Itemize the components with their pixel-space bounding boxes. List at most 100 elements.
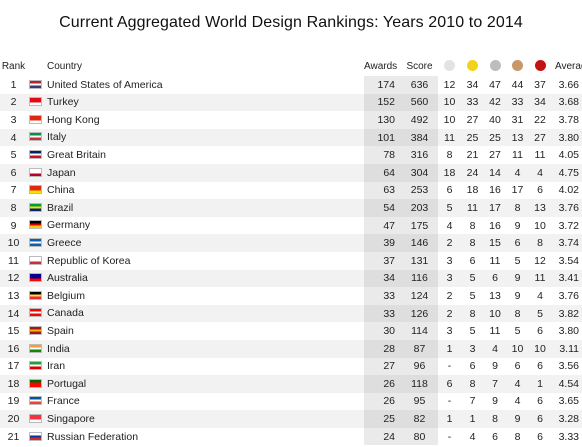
score-cell: 118	[401, 375, 438, 393]
silver-count-cell: 15	[484, 234, 506, 252]
country-flag-icon	[29, 114, 42, 124]
bronze-count-cell: 4	[506, 163, 529, 182]
awards-cell: 101	[364, 128, 401, 147]
table-row[interactable]: 19 France 26 95-7 9 4 6 3.65	[0, 392, 582, 411]
gold-header[interactable]	[461, 56, 484, 76]
country-flag-icon	[29, 167, 42, 177]
silver-header[interactable]	[484, 56, 506, 76]
awards-header[interactable]: Awards	[364, 60, 398, 72]
awards-cell: 33	[364, 304, 401, 323]
platinum-count-cell: 10	[438, 93, 461, 112]
table-row[interactable]: 16 India 28 87 1 3 4 10 10 3.11	[0, 339, 582, 358]
average-cell: 4.05	[551, 146, 582, 164]
country-flag-icon	[29, 361, 42, 371]
gold-count-cell: 3	[461, 339, 484, 358]
country-cell: Brazil	[27, 199, 364, 217]
rank-cell: 9	[0, 216, 27, 235]
average-cell: 3.72	[551, 216, 582, 235]
rank-cell: 18	[0, 375, 27, 393]
bronze-count-cell: 8	[506, 304, 529, 323]
country-cell: Hong Kong	[27, 111, 364, 129]
bronze-count-cell: 17	[506, 181, 529, 200]
platinum-count-cell: 4	[438, 216, 461, 235]
table-row[interactable]: 21 Russian Federation 24 80-4 6 8 6 3.33	[0, 427, 582, 446]
red-header[interactable]	[529, 56, 551, 76]
table-row[interactable]: 12 Australia 34 116 3 5 6 9 11 3.41	[0, 269, 582, 288]
awards-cell: 26	[364, 375, 401, 393]
country-cell: Iran	[27, 357, 364, 376]
table-row[interactable]: 2 Turkey 152 560 10 33 42 33 34 3.68	[0, 93, 582, 112]
table-row[interactable]: 10 Greece 39 146 2 8 15 6 8 3.74	[0, 234, 582, 252]
table-row[interactable]: 8 Brazil 54 203 5 11 17 8 13 3.76	[0, 199, 582, 217]
average-cell: 3.78	[551, 111, 582, 129]
bronze-count-cell: 11	[506, 146, 529, 164]
average-cell: 4.75	[551, 163, 582, 182]
average-header[interactable]: Average	[555, 60, 582, 72]
bronze-count-cell: 9	[506, 216, 529, 235]
average-cell: 3.68	[551, 93, 582, 112]
average-cell: 3.54	[551, 251, 582, 270]
table-row[interactable]: 11 Republic of Korea 37 131 3 6 11 5 12 3.54	[0, 251, 582, 270]
bronze-count-cell: 10	[506, 339, 529, 358]
rank-cell: 7	[0, 181, 27, 200]
bronze-count-cell: 4	[506, 375, 529, 393]
platinum-count-cell: -	[438, 392, 461, 411]
table-row[interactable]: 9 Germany 47 175 4 8 16 9 10 3.72	[0, 216, 582, 235]
country-name: Hong Kong	[47, 114, 100, 127]
gold-count-cell: 8	[461, 216, 484, 235]
red-count-cell: 12	[529, 251, 551, 270]
bronze-header[interactable]	[506, 56, 529, 76]
country-cell: Canada	[27, 304, 364, 323]
table-row[interactable]: 13 Belgium 33 124 2 5 13 9 4 3.76	[0, 287, 582, 305]
table-row[interactable]: 5 Great Britain 78 316 8 21 27 11 11 4.05	[0, 146, 582, 164]
country-cell: Italy	[27, 128, 364, 147]
average-cell: 3.80	[551, 322, 582, 340]
country-cell: Spain	[27, 322, 364, 340]
country-header[interactable]: Country	[47, 60, 83, 72]
awards-cell: 54	[364, 199, 401, 217]
table-row[interactable]: 7 China 63 253 6 18 16 17 6 4.02	[0, 181, 582, 200]
table-row[interactable]: 4 Italy 101 384 11 25 25 13 27 3.80	[0, 128, 582, 147]
rank-cell: 20	[0, 410, 27, 428]
gold-count-cell: 8	[461, 304, 484, 323]
table-row[interactable]: 6 Japan 64 304 18 24 14 4 4 4.75	[0, 163, 582, 182]
silver-count-cell: 42	[484, 93, 506, 112]
rank-header[interactable]: Rank	[1, 60, 26, 72]
awards-cell: 24	[364, 427, 401, 446]
gold-count-cell: 21	[461, 146, 484, 164]
bronze-count-cell: 33	[506, 93, 529, 112]
average-cell: 3.82	[551, 304, 582, 323]
gold-count-cell: 11	[461, 199, 484, 217]
country-name: France	[47, 395, 80, 408]
bronze-count-cell: 9	[506, 410, 529, 428]
rank-cell: 21	[0, 427, 27, 446]
red-count-cell: 37	[529, 76, 551, 94]
red-count-cell: 5	[529, 304, 551, 323]
score-cell: 384	[401, 128, 438, 147]
gold-count-cell: 34	[461, 76, 484, 94]
country-name: Germany	[47, 219, 91, 232]
table-row[interactable]: 14 Canada 33 126 2 8 10 8 5 3.82	[0, 304, 582, 323]
table-row[interactable]: 20 Singapore 25 82 1 1 8 9 6 3.28	[0, 410, 582, 428]
platinum-count-cell: 8	[438, 146, 461, 164]
country-cell: China	[27, 181, 364, 200]
country-cell: India	[27, 339, 364, 358]
table-row[interactable]: 15 Spain 30 114 3 5 11 5 6 3.80	[0, 322, 582, 340]
score-header[interactable]: Score	[406, 60, 433, 72]
gold-count-cell: 5	[461, 322, 484, 340]
rank-cell: 6	[0, 163, 27, 182]
country-name: Greece	[47, 237, 82, 250]
country-flag-icon	[29, 97, 42, 107]
score-cell: 175	[401, 216, 438, 235]
platinum-header[interactable]	[438, 56, 461, 76]
average-cell: 3.56	[551, 357, 582, 376]
country-flag-icon	[29, 431, 42, 441]
table-row[interactable]: 1 United States of America 174 636 12 34 47 44 3…	[0, 76, 582, 94]
country-name: Great Britain	[47, 149, 106, 162]
table-row[interactable]: 17 Iran 27 96-6 9 6 6 3.56	[0, 357, 582, 376]
table-row[interactable]: 18 Portugal 26 118 6 8 7 4 1 4.54	[0, 375, 582, 393]
table-row[interactable]: 3 Hong Kong 130 492 10 27 40 31 22 3.78	[0, 111, 582, 129]
awards-cell: 130	[364, 111, 401, 129]
score-cell: 82	[401, 410, 438, 428]
average-cell: 4.54	[551, 375, 582, 393]
